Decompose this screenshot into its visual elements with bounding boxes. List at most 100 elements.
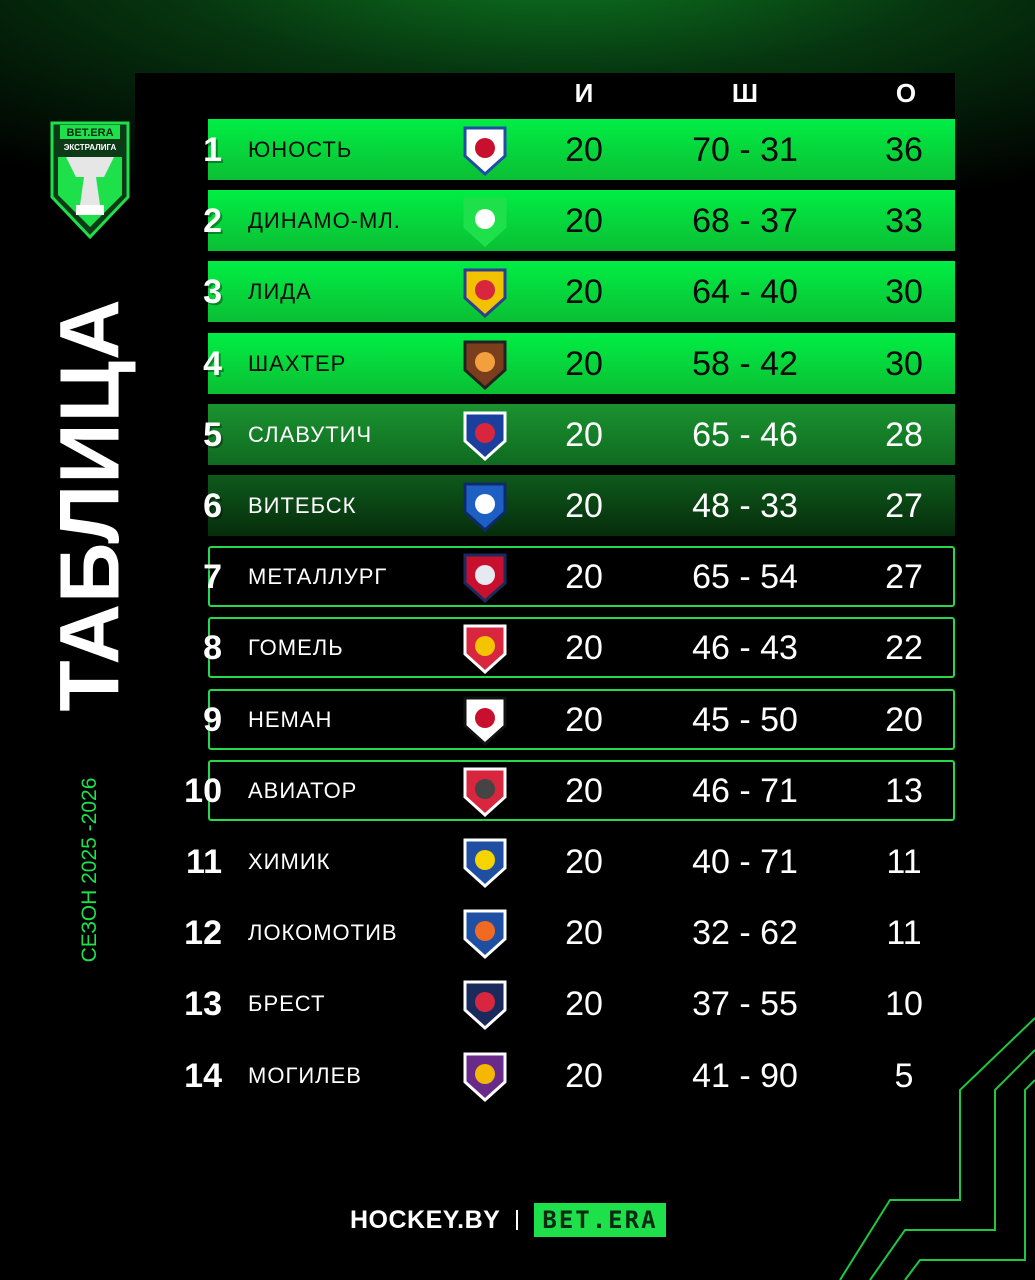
games-played: 20 xyxy=(565,273,603,312)
goals: 45 - 50 xyxy=(692,700,798,739)
games-played: 20 xyxy=(565,700,603,739)
rank: 13 xyxy=(184,985,222,1024)
metallurg-logo-icon xyxy=(463,553,507,604)
rank: 5 xyxy=(203,415,222,454)
games-played: 20 xyxy=(565,344,603,383)
khimik-logo-icon xyxy=(463,838,507,889)
table-row: 4 ШАХТЕР 20 58 - 42 30 xyxy=(0,332,1035,394)
divider xyxy=(516,1210,519,1230)
team-name: ЮНОСТЬ xyxy=(248,137,353,162)
row-background xyxy=(208,332,955,394)
goals: 70 - 31 xyxy=(692,131,798,169)
mogilev-logo-icon xyxy=(463,1052,507,1102)
row-background xyxy=(208,403,955,465)
table-row: 5 СЛАВУТИЧ 20 65 - 46 28 xyxy=(0,403,1035,465)
table-row: 14 МОГИЛЕВ 20 41 - 90 5 xyxy=(0,1045,1035,1106)
team-name: ВИТЕБСК xyxy=(248,493,357,518)
row-background xyxy=(208,688,955,750)
team-name: ЛОКОМОТИВ xyxy=(248,920,398,946)
table-row: 10 АВИАТОР 20 46 - 71 13 xyxy=(0,759,1035,821)
team-name: ГОМЕЛЬ xyxy=(248,635,344,661)
team-name: ДИНАМО-МЛ. xyxy=(248,208,401,234)
footer: HOCKEY.BY BET.ERA xyxy=(350,1203,666,1237)
shakhter-logo-icon xyxy=(463,340,507,390)
points: 27 xyxy=(885,487,923,525)
points: 30 xyxy=(885,344,923,383)
betera-logo: BET.ERA xyxy=(534,1203,666,1237)
dinamo-ml-logo-icon xyxy=(463,197,507,248)
goals: 41 - 90 xyxy=(692,1056,798,1095)
games-played: 20 xyxy=(565,202,603,241)
points: 20 xyxy=(885,700,923,739)
team-name: СЛАВУТИЧ xyxy=(248,421,373,447)
hockey-by-logo: HOCKEY.BY xyxy=(350,1205,501,1234)
rank: 6 xyxy=(203,487,222,525)
points: 11 xyxy=(886,843,922,881)
games-played: 20 xyxy=(565,843,603,881)
goals: 46 - 43 xyxy=(692,629,798,668)
lida-logo-icon xyxy=(463,268,507,319)
table-row: 11 ХИМИК 20 40 - 71 11 xyxy=(0,831,1035,892)
rank: 1 xyxy=(203,131,222,169)
rank: 9 xyxy=(203,700,222,739)
points: 36 xyxy=(885,131,923,169)
aviator-logo-icon xyxy=(463,767,507,817)
goals: 48 - 33 xyxy=(692,487,798,525)
team-name: ЛИДА xyxy=(248,279,312,305)
goals: 40 - 71 xyxy=(692,843,798,881)
points: 28 xyxy=(885,415,923,454)
team-name: МОГИЛЕВ xyxy=(248,1062,362,1088)
decorative-lines xyxy=(839,1017,1035,1280)
row-background xyxy=(208,546,955,608)
goals: 46 - 71 xyxy=(692,771,798,810)
table-row: 2 ДИНАМО-МЛ. 20 68 - 37 33 xyxy=(0,190,1035,252)
table-row: 12 ЛОКОМОТИВ 20 32 - 62 11 xyxy=(0,902,1035,963)
team-name: АВИАТОР xyxy=(248,777,358,803)
brest-logo-icon xyxy=(463,980,507,1031)
points: 33 xyxy=(885,202,923,241)
points: 10 xyxy=(885,985,923,1024)
team-name: НЕМАН xyxy=(248,706,333,732)
lokomotiv-logo-icon xyxy=(463,909,507,960)
row-background xyxy=(208,617,955,679)
goals: 68 - 37 xyxy=(692,202,798,241)
points: 5 xyxy=(894,1056,914,1095)
league-logo: BET.ERA ЭКСТРАЛИГА xyxy=(50,121,130,239)
rank: 11 xyxy=(186,843,222,881)
team-name: МЕТАЛЛУРГ xyxy=(248,564,388,590)
rank: 3 xyxy=(203,273,222,312)
games-played: 20 xyxy=(565,629,603,668)
games-played: 20 xyxy=(565,914,603,953)
table-row: 3 ЛИДА 20 64 - 40 30 xyxy=(0,261,1035,323)
team-name: БРЕСТ xyxy=(248,991,326,1017)
games-played: 20 xyxy=(565,415,603,454)
goals: 65 - 46 xyxy=(692,415,798,454)
table-row: 7 МЕТАЛЛУРГ 20 65 - 54 27 xyxy=(0,546,1035,608)
yunost-logo-icon xyxy=(463,126,507,177)
neman-logo-icon xyxy=(463,696,507,746)
rank: 10 xyxy=(184,771,222,810)
games-played: 20 xyxy=(565,771,603,810)
goals: 65 - 54 xyxy=(692,558,798,597)
svg-text:BET.ERA: BET.ERA xyxy=(66,127,113,139)
games-played: 20 xyxy=(565,1056,603,1095)
rank: 8 xyxy=(203,629,222,668)
games-played: 20 xyxy=(565,131,603,169)
header-games: И xyxy=(574,78,594,108)
rank: 14 xyxy=(184,1056,222,1095)
table-row: 13 БРЕСТ 20 37 - 55 10 xyxy=(0,973,1035,1034)
rank: 2 xyxy=(203,202,222,241)
slavutich-logo-icon xyxy=(463,411,507,461)
table-row: 9 НЕМАН 20 45 - 50 20 xyxy=(0,688,1035,750)
goals: 32 - 62 xyxy=(692,914,798,953)
rank: 4 xyxy=(203,344,222,383)
row-background xyxy=(208,190,955,252)
rank: 7 xyxy=(203,558,222,597)
row-background xyxy=(208,119,955,180)
points: 30 xyxy=(885,273,923,312)
goals: 37 - 55 xyxy=(692,985,798,1024)
rank: 12 xyxy=(184,914,222,953)
points: 27 xyxy=(885,558,923,597)
games-played: 20 xyxy=(565,558,603,597)
row-background xyxy=(208,759,955,821)
